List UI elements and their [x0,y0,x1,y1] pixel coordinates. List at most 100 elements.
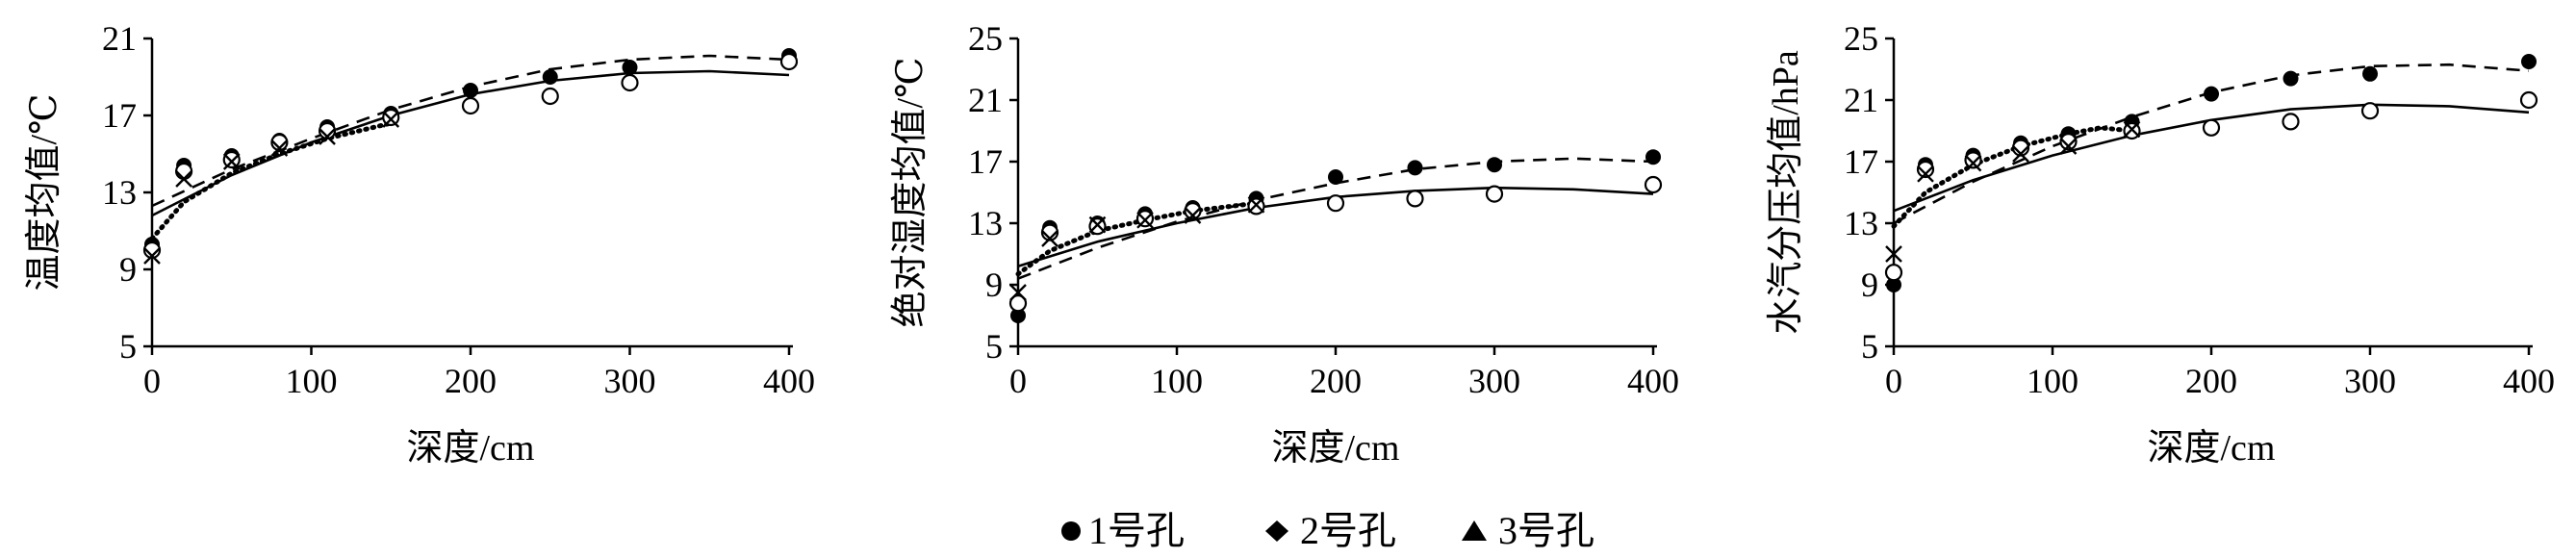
legend-marker-circle [1061,521,1081,541]
y-tick-label: 9 [1861,266,1878,304]
x-tick-label: 200 [445,362,497,400]
y-tick-label: 13 [1844,204,1878,242]
data-point-open [1964,151,1982,169]
data-point-cross [1917,165,1934,183]
legend-marker-triangle [1462,520,1487,541]
data-point-open [541,87,559,106]
data-point-open [2202,118,2221,137]
data-point-cross [143,247,161,265]
data-point-open [1406,190,1424,208]
chart-panel-1: 0 100 200 300 400 5 9 13 17 21 深度/cm 温度均值/℃ [24,19,815,469]
data-point-cross [1885,245,1902,263]
data-point-open [1184,202,1202,220]
chart-panel-3: 0 100 200 300 400 5 9 13 17 21 25 深度/cm 水汽分压均值/hPa [1766,19,2555,469]
data-point-open [621,73,639,92]
data-point-filled [2521,54,2537,69]
x-tick-label: 0 [143,362,161,400]
data-point-filled [1010,308,1026,323]
data-point-filled [1328,169,1343,185]
legend-label-1: 1号孔 [1088,509,1185,552]
data-point-filled [1407,160,1423,176]
data-point-open [382,108,400,127]
data-point-cross [175,170,192,188]
data-point-open [461,96,480,115]
legend: 1号孔 2号孔 3号孔 [1061,509,1594,552]
x-tick-label: 200 [2185,362,2237,400]
chart-panel-2: 0 100 200 300 400 5 9 13 17 21 25 深度/cm 绝对湿度均值/℃ [890,19,1679,469]
data-point-open [2282,113,2300,131]
x-tick-label: 300 [2344,362,2396,400]
y-tick-label: 25 [1844,19,1878,58]
y-tick-label: 13 [968,204,1003,242]
data-point-cross [2059,138,2078,155]
data-point-filled [622,60,638,75]
data-point-cross [1184,207,1202,224]
fit-line-dotted [1015,200,1259,277]
x-tick-label: 300 [604,362,656,400]
data-point-filled [463,83,478,98]
x-axis-title: 深度/cm [407,428,535,469]
chart-panels: 0 100 200 300 400 5 9 13 17 21 深度/cm 温度均值/℃ 0 100 200 3… [24,19,2555,469]
x-tick-label: 400 [2503,362,2555,400]
data-point-open [2360,102,2380,120]
data-point-cross [1247,195,1265,214]
data-point-cross [1009,284,1027,301]
data-point-open [318,121,337,140]
x-tick-label: 0 [1885,362,1902,400]
data-point-cross [382,111,400,128]
data-point-cross [319,128,336,145]
y-tick-label: 25 [968,19,1003,58]
data-point-open [1008,294,1028,313]
y-tick-label: 5 [1861,327,1878,366]
x-tick-label: 0 [1009,362,1027,400]
y-tick-label: 5 [985,327,1003,366]
y-tick-label: 9 [985,266,1003,304]
data-point-open [1644,175,1663,194]
y-tick-label: 17 [1844,142,1878,181]
data-point-cross [270,140,289,157]
data-point-open [2519,90,2538,110]
data-point-open [779,52,799,71]
y-axis-title: 温度均值/℃ [24,93,64,291]
y-tick-label: 9 [119,250,137,289]
data-point-open [2059,133,2078,151]
x-tick-label: 100 [1151,362,1203,400]
data-point-cross [2123,120,2141,139]
data-point-cross [1088,216,1107,234]
data-point-cross [222,153,241,170]
x-tick-label: 400 [763,362,815,400]
data-point-open [270,133,289,152]
legend-label-3: 3号孔 [1498,509,1594,552]
fit-line-dashed [151,54,790,208]
data-point-filled [542,69,558,85]
y-tick-label: 17 [102,96,137,135]
y-tick-label: 21 [968,81,1003,119]
data-point-open [1485,185,1504,203]
data-point-filled [2362,65,2378,82]
x-tick-label: 300 [1468,362,1520,400]
x-tick-label: 100 [2027,362,2079,400]
data-point-cross [1041,230,1058,247]
y-tick-label: 21 [102,19,137,58]
x-tick-label: 100 [286,362,338,400]
data-point-open [1884,264,1903,282]
y-tick-label: 17 [968,142,1003,181]
data-point-cross [1964,154,1982,172]
x-axis-title: 深度/cm [2148,428,2276,469]
data-point-filled [1645,149,1661,165]
data-point-filled [2283,70,2299,87]
y-tick-label: 13 [102,173,137,212]
fit-line-dotted [149,120,394,241]
data-point-open [1916,160,1935,179]
y-axis-title: 水汽分压均值/hPa [1766,50,1806,335]
x-tick-label: 400 [1627,362,1679,400]
data-point-open [1326,194,1345,213]
data-point-cross [1136,211,1154,229]
y-tick-label: 5 [119,327,137,366]
x-axis-title: 深度/cm [1272,428,1400,469]
data-point-cross [2012,145,2029,163]
data-point-open [175,162,193,181]
legend-marker-diamond [1265,520,1288,542]
data-point-open [142,241,162,260]
data-point-filled [1886,277,1901,292]
